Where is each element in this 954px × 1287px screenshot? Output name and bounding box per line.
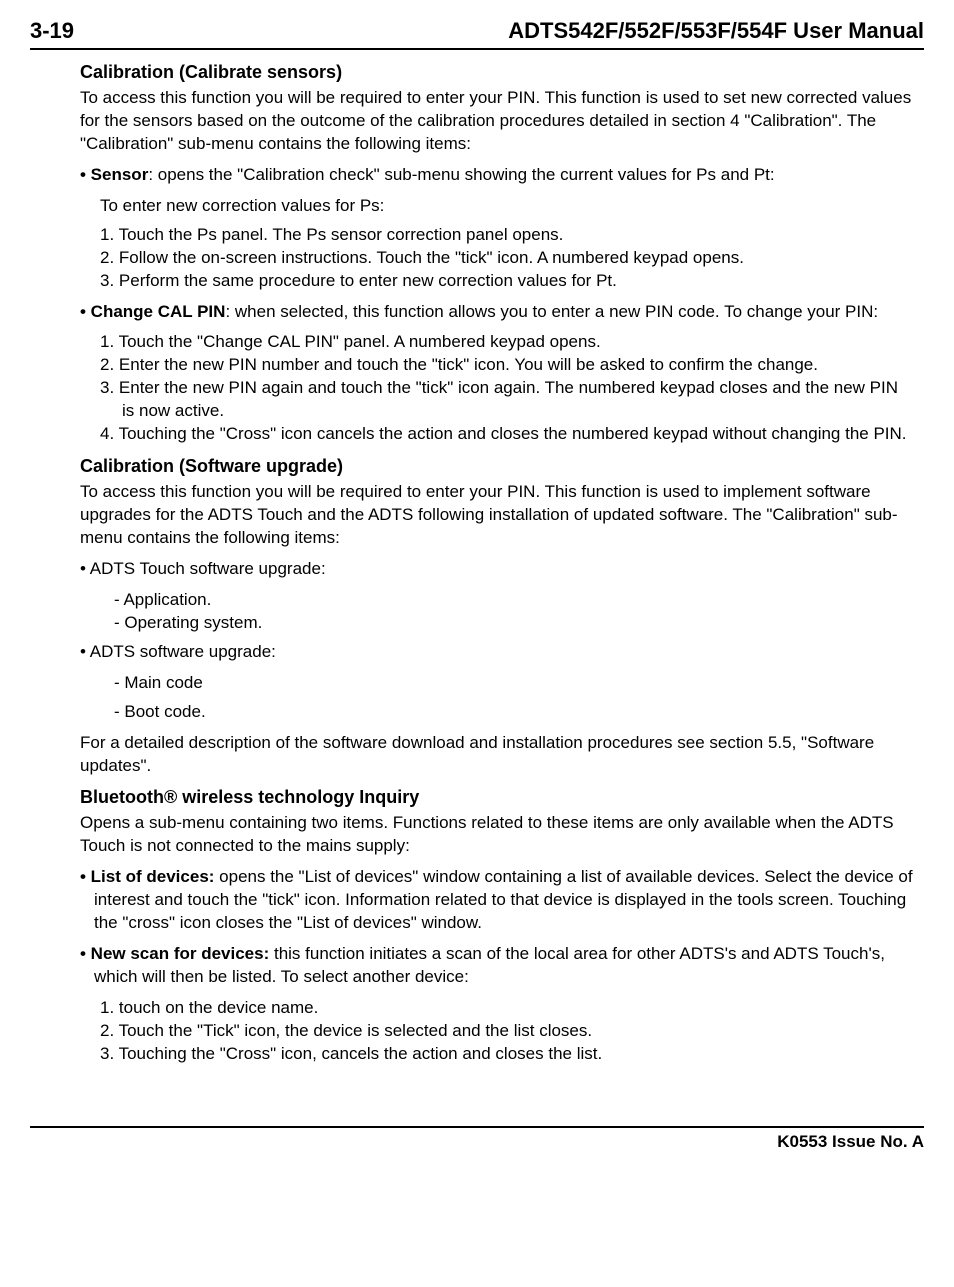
adts-upgrade-bullet: • ADTS software upgrade: xyxy=(80,641,914,664)
new-scan-lead: • New scan for devices: xyxy=(80,944,269,963)
cal-software-outro: For a detailed description of the softwa… xyxy=(80,732,914,778)
change-pin-lead: • Change CAL PIN xyxy=(80,302,225,321)
list-item: - Application. xyxy=(80,589,914,612)
list-item: 2. Enter the new PIN number and touch th… xyxy=(100,354,914,377)
new-scan-bullet: • New scan for devices: this function in… xyxy=(80,943,914,989)
list-item: - Boot code. xyxy=(80,701,914,724)
footer-issue: K0553 Issue No. A xyxy=(777,1132,924,1151)
section-title-cal-software: Calibration (Software upgrade) xyxy=(80,456,914,477)
list-devices-bullet: • List of devices: opens the "List of de… xyxy=(80,866,914,935)
document-page: 3-19 ADTS542F/552F/553F/554F User Manual… xyxy=(0,0,954,1172)
touch-upgrade-bullet: • ADTS Touch software upgrade: xyxy=(80,558,914,581)
list-item: 3. Perform the same procedure to enter n… xyxy=(100,270,914,293)
sensor-steps-list: 1. Touch the Ps panel. The Ps sensor cor… xyxy=(80,224,914,293)
list-devices-rest: opens the "List of devices" window conta… xyxy=(94,867,913,932)
sensor-bullet-lead: • Sensor xyxy=(80,165,148,184)
change-pin-bullet: • Change CAL PIN: when selected, this fu… xyxy=(80,301,914,324)
new-scan-steps-list: 1. touch on the device name. 2. Touch th… xyxy=(80,997,914,1066)
sensor-sub-text: To enter new correction values for Ps: xyxy=(80,195,914,218)
cal-software-intro: To access this function you will be requ… xyxy=(80,481,914,550)
list-item: 2. Follow the on-screen instructions. To… xyxy=(100,247,914,270)
list-item: 2. Touch the "Tick" icon, the device is … xyxy=(100,1020,914,1043)
page-number: 3-19 xyxy=(30,18,74,44)
sensor-bullet: • Sensor: opens the "Calibration check" … xyxy=(80,164,914,187)
list-item: 1. Touch the Ps panel. The Ps sensor cor… xyxy=(100,224,914,247)
change-pin-rest: : when selected, this function allows yo… xyxy=(225,302,878,321)
list-item: - Operating system. xyxy=(80,612,914,635)
cal-sensors-intro: To access this function you will be requ… xyxy=(80,87,914,156)
list-item: 1. Touch the "Change CAL PIN" panel. A n… xyxy=(100,331,914,354)
list-devices-lead: • List of devices: xyxy=(80,867,214,886)
section-title-bluetooth: Bluetooth® wireless technology Inquiry xyxy=(80,787,914,808)
list-item: 3. Touching the "Cross" icon, cancels th… xyxy=(100,1043,914,1066)
sensor-bullet-rest: : opens the "Calibration check" sub-menu… xyxy=(148,165,774,184)
change-pin-steps-list: 1. Touch the "Change CAL PIN" panel. A n… xyxy=(80,331,914,446)
list-item: 4. Touching the "Cross" icon cancels the… xyxy=(100,423,914,446)
list-item: 3. Enter the new PIN again and touch the… xyxy=(100,377,914,423)
list-item: 1. touch on the device name. xyxy=(100,997,914,1020)
document-title: ADTS542F/552F/553F/554F User Manual xyxy=(508,18,924,44)
list-item: - Main code xyxy=(80,672,914,695)
section-title-cal-sensors: Calibration (Calibrate sensors) xyxy=(80,62,914,83)
page-header: 3-19 ADTS542F/552F/553F/554F User Manual xyxy=(30,18,924,50)
bluetooth-intro: Opens a sub-menu containing two items. F… xyxy=(80,812,914,858)
page-footer: K0553 Issue No. A xyxy=(30,1126,924,1152)
page-content: Calibration (Calibrate sensors) To acces… xyxy=(30,62,924,1066)
